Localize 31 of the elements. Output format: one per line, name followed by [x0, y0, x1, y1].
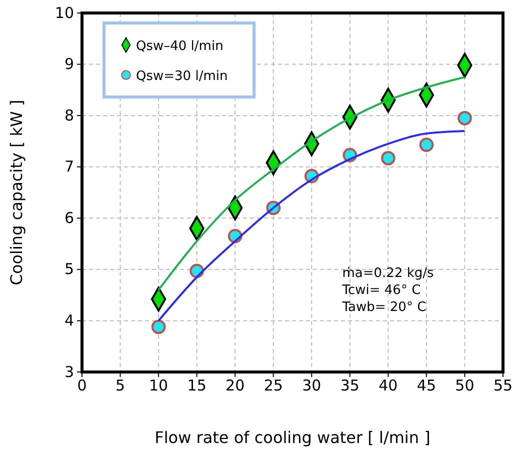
legend-label: Qsw–40 l/min [136, 39, 224, 54]
x-tick-label: 15 [187, 376, 206, 395]
annotation: ṁa=0.22 kg/s [342, 266, 434, 282]
y-tick-label: 9 [64, 55, 74, 74]
x-tick-label: 25 [264, 376, 283, 395]
y-tick-label: 7 [64, 158, 74, 176]
point [381, 150, 396, 166]
y-tick-label: 10 [54, 4, 74, 22]
x-tick-label: 35 [340, 376, 360, 395]
y-tick-label: 4 [64, 312, 74, 330]
point [419, 138, 434, 152]
x-axis-title: Flow rate of cooling water [ l/min ] [154, 428, 430, 447]
x-tick-label: 45 [416, 376, 436, 395]
legend-label: Qsw=30 l/min [136, 69, 228, 84]
x-tick-label: 0 [77, 376, 87, 395]
x-tick-label: 20 [226, 376, 245, 395]
x-tick-label: 50 [455, 376, 474, 395]
y-tick-label: 3 [64, 362, 74, 381]
x-tick-label: 55 [493, 376, 513, 395]
x-tick-label: 40 [378, 376, 398, 395]
y-axis-title: Cooling capacity [ kW ] [7, 100, 26, 286]
x-tick-label: 30 [302, 376, 322, 395]
annotation: Tcwi= 46° C [341, 283, 421, 298]
x-tick-label: 10 [149, 376, 168, 395]
annotation: Tawb= 20° C [341, 300, 426, 316]
point [458, 110, 472, 126]
x-tick-label: 5 [116, 376, 126, 395]
y-tick-label: 6 [64, 208, 74, 227]
point [151, 320, 166, 334]
y-tick-label: 8 [64, 106, 74, 124]
y-tick-label: 5 [64, 260, 74, 278]
